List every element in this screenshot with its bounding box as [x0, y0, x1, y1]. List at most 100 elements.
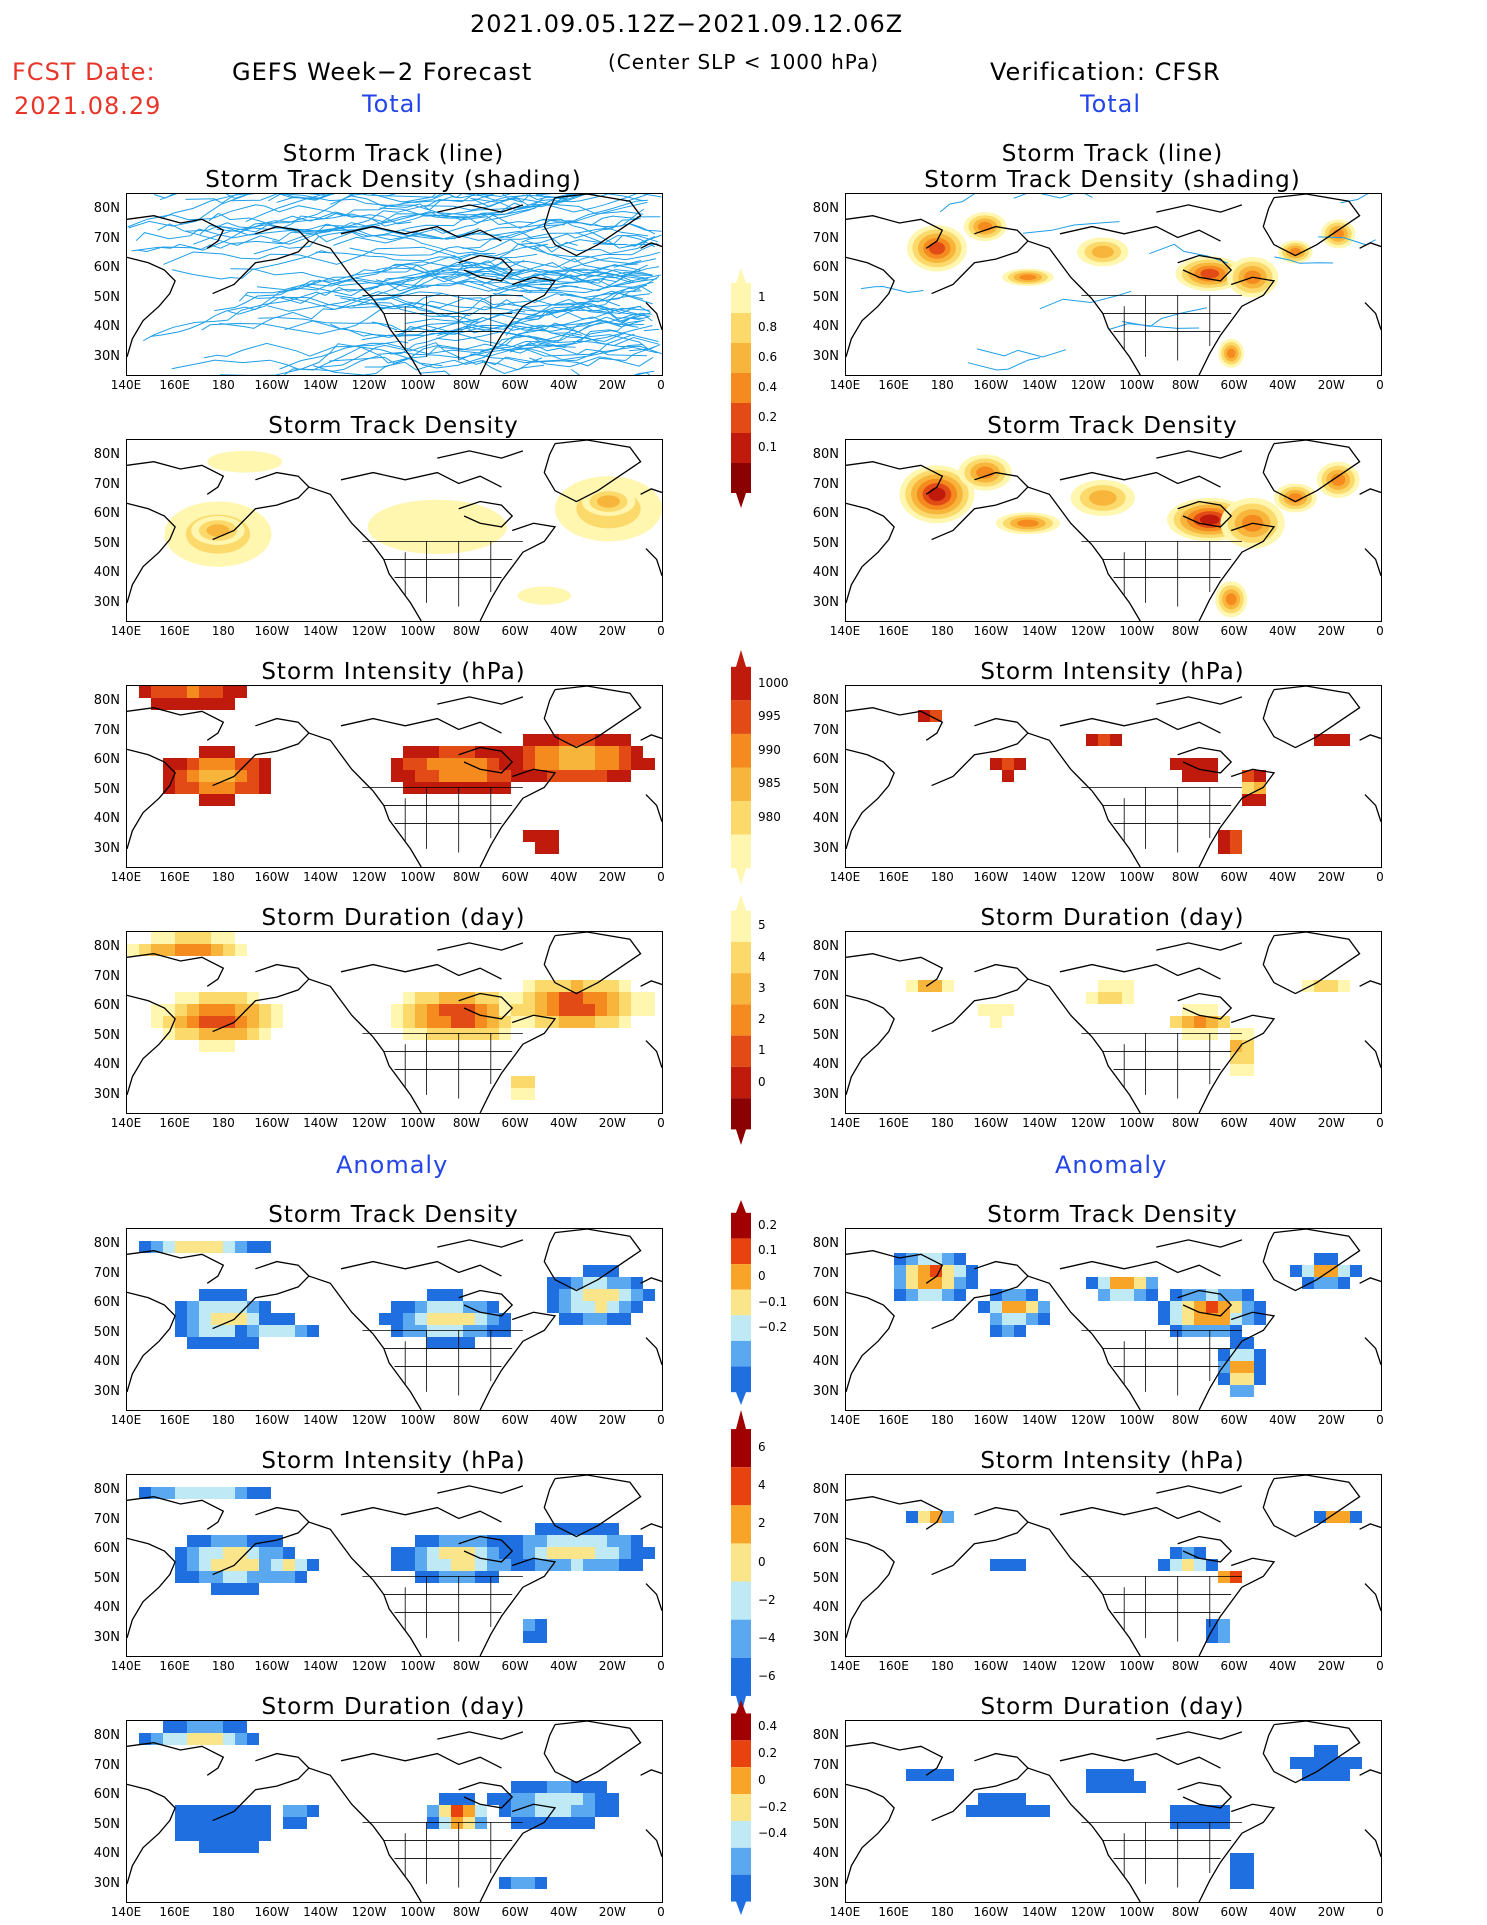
grid-cell — [463, 770, 475, 782]
grid-cell — [559, 1016, 571, 1028]
lon-label: 120W — [1070, 1905, 1106, 1919]
grid-cell — [199, 1289, 211, 1301]
grid-cell — [1218, 1631, 1230, 1643]
coastline — [1059, 717, 1221, 734]
coastline — [1359, 980, 1381, 987]
coastline — [1027, 1521, 1093, 1581]
coastline — [479, 522, 557, 621]
grid-cell — [1206, 1325, 1218, 1337]
grid-cell — [487, 1793, 499, 1805]
grid-cell — [619, 1301, 631, 1313]
coastline — [127, 256, 176, 358]
grid-cell — [1338, 1511, 1350, 1523]
grid-cell — [403, 1313, 415, 1325]
lon-label: 80W — [1171, 378, 1200, 392]
storm-track-line — [505, 319, 645, 336]
coastline — [1059, 1260, 1221, 1277]
grid-cell — [259, 1805, 271, 1817]
colorbar-swatch — [731, 1315, 751, 1341]
grid-cell — [451, 746, 463, 758]
coastline — [127, 215, 225, 249]
grid-cell — [571, 1016, 583, 1028]
grid-cell — [1014, 1325, 1026, 1337]
storm-track-line — [1039, 290, 1132, 310]
lat-label: 50N — [93, 1027, 120, 1043]
grid-cell — [199, 932, 211, 944]
grid-cell — [1122, 1277, 1134, 1289]
lon-label: 80W — [452, 1413, 481, 1427]
grid-cell — [235, 1841, 247, 1853]
grid-cell — [427, 1547, 439, 1559]
storm-track-line — [1022, 221, 1120, 234]
grid-cell — [511, 1088, 523, 1100]
grid-cell — [247, 1571, 259, 1583]
panel-title: Storm Track (line) — [282, 141, 505, 167]
grid-cell — [151, 1733, 163, 1745]
grid-cell — [415, 1547, 427, 1559]
storm-track-line — [629, 344, 661, 352]
map-canvas — [846, 932, 1381, 1113]
coastline — [212, 471, 310, 541]
grid-cell — [151, 1487, 163, 1499]
lon-label: 160E — [159, 1659, 190, 1673]
lon-label: 140E — [110, 1116, 142, 1130]
grid-cell — [595, 770, 607, 782]
grid-cell — [175, 1313, 187, 1325]
grid-cell — [1206, 1559, 1218, 1571]
grid-cell — [1134, 1289, 1146, 1301]
lon-label: 80W — [452, 624, 481, 638]
grid-cell — [283, 1547, 295, 1559]
grid-cell — [583, 734, 595, 746]
lat-label: 60N — [93, 752, 120, 767]
storm-track-line — [443, 194, 662, 201]
grid-cell — [619, 1004, 631, 1016]
grid-cell — [211, 1535, 223, 1547]
grid-cell — [595, 1016, 607, 1028]
grid-cell — [535, 1793, 547, 1805]
grid-cell — [211, 1004, 223, 1016]
verification-map-panel — [845, 1720, 1382, 1903]
grid-cell — [894, 1265, 906, 1277]
lon-label: 160E — [159, 624, 190, 638]
grid-cell — [1086, 1277, 1098, 1289]
lat-label: 60N — [93, 1541, 120, 1556]
grid-cell — [607, 1016, 619, 1028]
grid-cell — [391, 1301, 403, 1313]
grid-cell — [1254, 1361, 1266, 1373]
lon-label: 0 — [1376, 1659, 1384, 1673]
lat-label: 80N — [812, 447, 839, 462]
lon-label: 20W — [598, 624, 626, 638]
grid-cell — [259, 1487, 271, 1499]
colorbar-swatch — [731, 1543, 751, 1582]
forecast-map-panel — [126, 439, 663, 622]
grid-cell — [523, 1004, 535, 1016]
grid-cell — [1002, 1301, 1014, 1313]
coastline — [1091, 544, 1141, 621]
lon-label: 120W — [351, 378, 387, 392]
lon-label: 80W — [1171, 1659, 1200, 1673]
grid-cell — [463, 992, 475, 1004]
grid-cell — [547, 1781, 559, 1793]
grid-cell — [427, 1301, 439, 1313]
storm-track-line — [315, 194, 525, 234]
grid-cell — [595, 1535, 607, 1547]
grid-cell — [175, 1487, 187, 1499]
grid-cell — [595, 1301, 607, 1313]
grid-cell — [451, 1016, 463, 1028]
grid-cell — [1242, 1385, 1254, 1397]
grid-cell — [415, 1301, 427, 1313]
grid-cell — [487, 1559, 499, 1571]
grid-cell — [1206, 1028, 1218, 1040]
coastline — [127, 748, 176, 850]
grid-cell — [571, 770, 583, 782]
grid-cell — [547, 1535, 559, 1547]
lon-label: 140W — [1022, 624, 1057, 638]
grid-cell — [535, 770, 547, 782]
grid-cell — [894, 1253, 906, 1265]
lon-label: 160W — [254, 378, 290, 392]
grid-cell — [271, 1325, 283, 1337]
grid-cell — [487, 746, 499, 758]
grid-cell — [535, 1805, 547, 1817]
grid-cell — [523, 1088, 535, 1100]
grid-cell — [247, 1016, 259, 1028]
